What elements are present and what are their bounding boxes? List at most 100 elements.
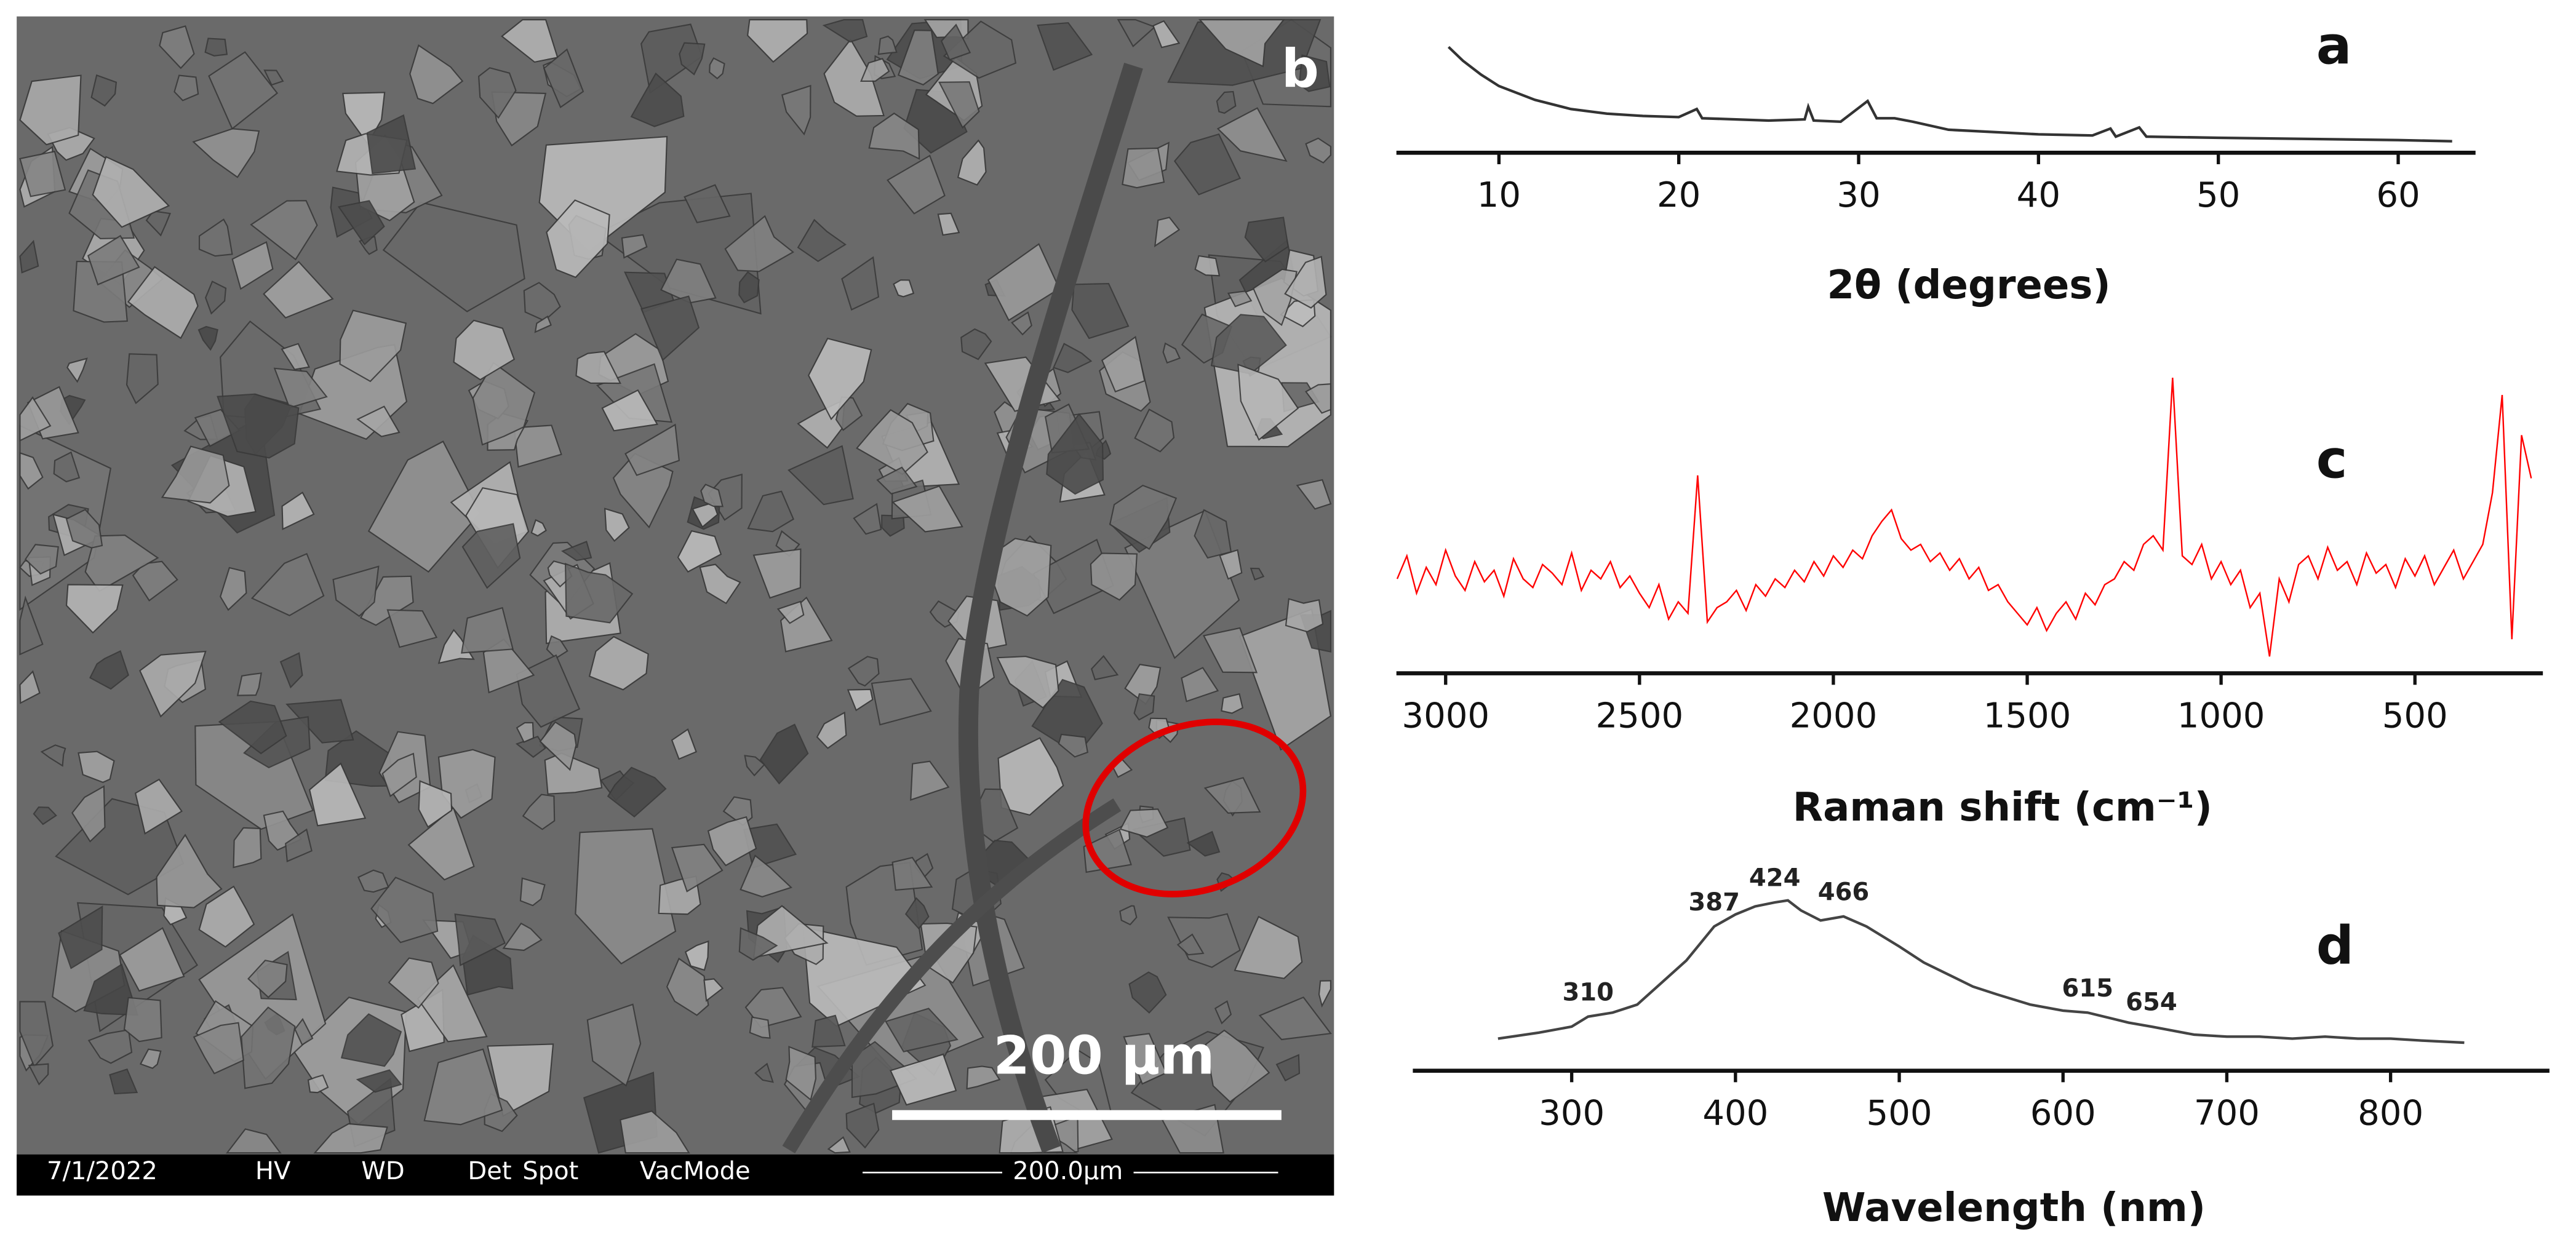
grain <box>808 337 872 421</box>
peak-label: 387 <box>1688 888 1740 917</box>
grain <box>1219 549 1243 580</box>
grain <box>530 519 547 537</box>
grain <box>621 234 648 259</box>
grain <box>996 656 1059 709</box>
grain <box>332 565 380 618</box>
grain <box>418 780 453 829</box>
info-text: Det <box>468 1157 511 1185</box>
grain <box>1071 282 1130 340</box>
grain <box>1234 915 1303 979</box>
grain <box>89 650 129 690</box>
info-text: VacMode <box>640 1157 751 1185</box>
grain <box>876 466 918 495</box>
grain <box>666 957 709 1016</box>
grain <box>891 856 933 891</box>
grain <box>19 150 66 197</box>
grain <box>339 309 407 383</box>
grain <box>90 74 118 107</box>
grain <box>461 607 514 654</box>
grain <box>233 827 262 869</box>
grain <box>308 762 367 827</box>
x-tick-label: 400 <box>1702 1093 1768 1133</box>
grain <box>1305 137 1331 164</box>
x-tick-label: 30 <box>1836 175 1880 215</box>
grain <box>891 485 963 533</box>
grain <box>889 1053 957 1106</box>
grain <box>797 218 847 263</box>
grain <box>684 940 709 971</box>
grain <box>1176 933 1205 956</box>
x-tick-label: 40 <box>2017 175 2060 215</box>
grain <box>853 503 882 535</box>
grain <box>802 926 927 1027</box>
grain <box>161 445 230 504</box>
panel-label: d <box>2316 916 2354 977</box>
grain <box>423 1048 503 1126</box>
grain <box>250 200 318 261</box>
grain <box>24 544 59 575</box>
grain <box>366 114 417 175</box>
grain <box>966 1065 1001 1090</box>
x-tick-label: 600 <box>2030 1093 2096 1133</box>
grain <box>263 261 334 319</box>
grain <box>776 600 805 624</box>
peak-label: 466 <box>1818 878 1870 906</box>
grain <box>236 672 262 696</box>
grain <box>847 656 880 687</box>
grain <box>904 897 930 930</box>
grain <box>87 234 140 286</box>
grain <box>1046 413 1104 495</box>
grain <box>943 20 1017 79</box>
grain <box>192 128 260 178</box>
grain <box>119 927 185 992</box>
grain <box>788 445 854 506</box>
scale-bar <box>892 1110 1282 1120</box>
grain <box>193 1022 244 1075</box>
grain <box>543 48 584 108</box>
grain <box>145 210 171 237</box>
grain <box>454 913 506 966</box>
grain <box>700 483 724 507</box>
grain <box>987 243 1061 322</box>
grain <box>337 200 385 245</box>
grain <box>19 451 44 490</box>
grain <box>40 744 66 767</box>
grain <box>607 766 667 818</box>
grain <box>1090 552 1138 601</box>
grain <box>997 737 1064 816</box>
grain <box>754 1062 774 1083</box>
grain <box>1221 693 1244 714</box>
panel-label: a <box>2316 16 2352 77</box>
grain <box>1244 217 1289 263</box>
grain <box>1122 147 1165 189</box>
grain <box>367 440 481 573</box>
fiber <box>958 63 1143 1153</box>
grain <box>1167 913 1241 968</box>
x-axis-title: Wavelength (nm) <box>1822 1185 2206 1231</box>
grain <box>1296 479 1332 510</box>
grain <box>960 328 992 360</box>
grain <box>220 567 247 611</box>
grain <box>159 25 195 70</box>
panel-label: c <box>2316 429 2348 490</box>
grain <box>1216 107 1288 162</box>
grain <box>437 629 475 664</box>
grain <box>827 1136 851 1154</box>
grain <box>759 723 809 785</box>
grain <box>382 201 525 312</box>
info-text: Spot <box>522 1157 578 1185</box>
x-tick-label: 1000 <box>2177 696 2265 736</box>
grain <box>575 828 677 965</box>
grain <box>156 833 223 909</box>
x-tick-label: 50 <box>2196 175 2240 215</box>
grain <box>1252 268 1298 327</box>
grain <box>1173 133 1242 196</box>
grain <box>407 806 475 881</box>
grain <box>1058 733 1088 758</box>
grain <box>1318 980 1331 1008</box>
grain <box>173 74 199 101</box>
grain <box>671 843 724 893</box>
grain <box>281 491 315 530</box>
grain <box>957 139 987 186</box>
grain <box>285 828 313 862</box>
